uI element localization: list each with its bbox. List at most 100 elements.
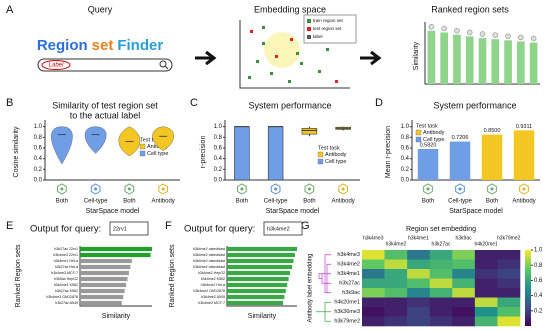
heatmap-cell: [452, 316, 476, 327]
model-icon: [458, 187, 462, 191]
model-icon: [522, 187, 526, 191]
legend-text: Cell type: [423, 137, 444, 143]
heatmap-cell: [384, 307, 408, 317]
heatmap-cell: [429, 250, 453, 260]
bar-icon: [518, 34, 524, 41]
panel-label: B: [6, 97, 13, 109]
bar: [427, 30, 436, 84]
heading: Embedding space: [254, 4, 326, 14]
y-tick-label: h3k9ac: [342, 290, 360, 296]
x-tick-label: h4k20me1: [474, 241, 498, 247]
chart-title: System performance: [248, 100, 331, 110]
bar-icon: [441, 25, 447, 32]
x-tick-label: Antibody: [512, 199, 535, 205]
heatmap-cell: [474, 259, 498, 270]
bar-icon: [467, 29, 473, 36]
heatmap-cell: [452, 269, 476, 279]
heatmap-cell: [362, 269, 385, 279]
app-name-word: Finder: [117, 37, 163, 54]
x-tick-label: h3k79me2: [497, 235, 521, 241]
bar: [80, 270, 129, 276]
heatmap-cell: [474, 297, 498, 308]
heatmap-cell: [429, 269, 453, 279]
x-tick-label: h3k27ac: [432, 241, 451, 247]
panel-label: F: [165, 220, 172, 232]
bar: [80, 288, 125, 294]
y-tick-label: h3k4me1 HeLa: [54, 259, 78, 263]
heatmap-cell: [429, 278, 453, 289]
y-tick-label: h3k4me2 osteoblast: [193, 253, 225, 257]
embedding-point: [262, 42, 265, 45]
y-tick-label: h3k4me3 MCF-7: [51, 271, 78, 275]
bar: [227, 282, 288, 288]
y-tick-label: 0.0: [34, 178, 43, 184]
heatmap-cell: [362, 288, 385, 298]
y-tick-label: h3k9ac HepG2: [54, 277, 78, 281]
bar: [80, 246, 152, 252]
y-tick-label: 1.0: [401, 124, 410, 130]
bar: [80, 276, 128, 282]
model-icon: [127, 187, 131, 191]
legend-title: Test task: [318, 145, 340, 151]
x-axis-label: StarSpace model: [449, 208, 503, 215]
y-tick-label: 0.2: [34, 167, 43, 173]
heatmap-cell: [474, 288, 498, 298]
violin: [51, 126, 73, 165]
y-axis-label: Antibody label embedding: [308, 253, 314, 322]
bar-icon: [428, 24, 435, 30]
x-tick-label: Cell-type: [448, 199, 472, 205]
heatmap-cell: [362, 316, 385, 327]
heatmap-cell: [497, 278, 521, 289]
heatmap-cell: [362, 297, 385, 308]
heatmap-cell: [429, 316, 453, 327]
model-icon: [240, 187, 244, 191]
bar: [491, 39, 500, 84]
y-tick-label: h3k4me2 HeLa: [201, 283, 225, 287]
bar: [504, 40, 512, 84]
y-tick-label: 0.4: [34, 156, 43, 162]
bar-icon: [530, 35, 537, 42]
y-tick-label: h3k4me2 HepG2: [198, 271, 225, 275]
y-tick-label: 1.0: [214, 124, 223, 130]
heatmap-cell: [384, 250, 408, 260]
y-tick-label: h3k27ac A549: [55, 301, 78, 305]
embedding-point: [318, 70, 321, 73]
x-tick-label: Antibody: [151, 199, 174, 205]
embedding-point: [270, 72, 273, 75]
embedding-point: [262, 26, 265, 29]
heatmap-cell: [429, 307, 453, 317]
chart-title: Output for query:: [184, 224, 255, 235]
legend-text: label: [313, 34, 323, 39]
app-name: Region set Finder: [37, 37, 164, 54]
bar: [453, 34, 461, 84]
heatmap-cell: [452, 288, 476, 298]
colorbar-label: 0.2: [534, 308, 543, 314]
dendrogram: [316, 301, 331, 322]
bar: [417, 148, 439, 180]
legend-swatch: [307, 35, 311, 39]
heatmap-cell: [452, 307, 476, 317]
y-tick-label: 0.0: [401, 178, 410, 184]
embedding-point: [275, 55, 278, 58]
bar: [227, 294, 285, 300]
bar: [80, 258, 132, 264]
heatmap-cell: [429, 297, 453, 308]
arrow: [360, 50, 382, 66]
y-tick-label: h3k27ac: [339, 281, 360, 287]
model-icon: [60, 187, 64, 191]
y-tick-label: h3k4me2 osteoblast: [193, 265, 225, 269]
bar: [227, 258, 294, 264]
y-tick-label: 0.0: [214, 178, 223, 184]
y-axis-label: Ranked Region sets: [169, 244, 176, 308]
bar: [465, 36, 474, 84]
y-tick-label: h3k4me2 osteoblast: [193, 259, 225, 263]
heatmap-cell: [497, 269, 521, 279]
search-icon: [159, 60, 167, 68]
legend-swatch: [415, 129, 422, 136]
violin: [84, 126, 107, 154]
bar: [513, 130, 535, 180]
chart-title: Output for query:: [30, 224, 101, 235]
y-tick-label: h3k27ac K562: [55, 289, 78, 293]
model-icon: [274, 187, 278, 191]
